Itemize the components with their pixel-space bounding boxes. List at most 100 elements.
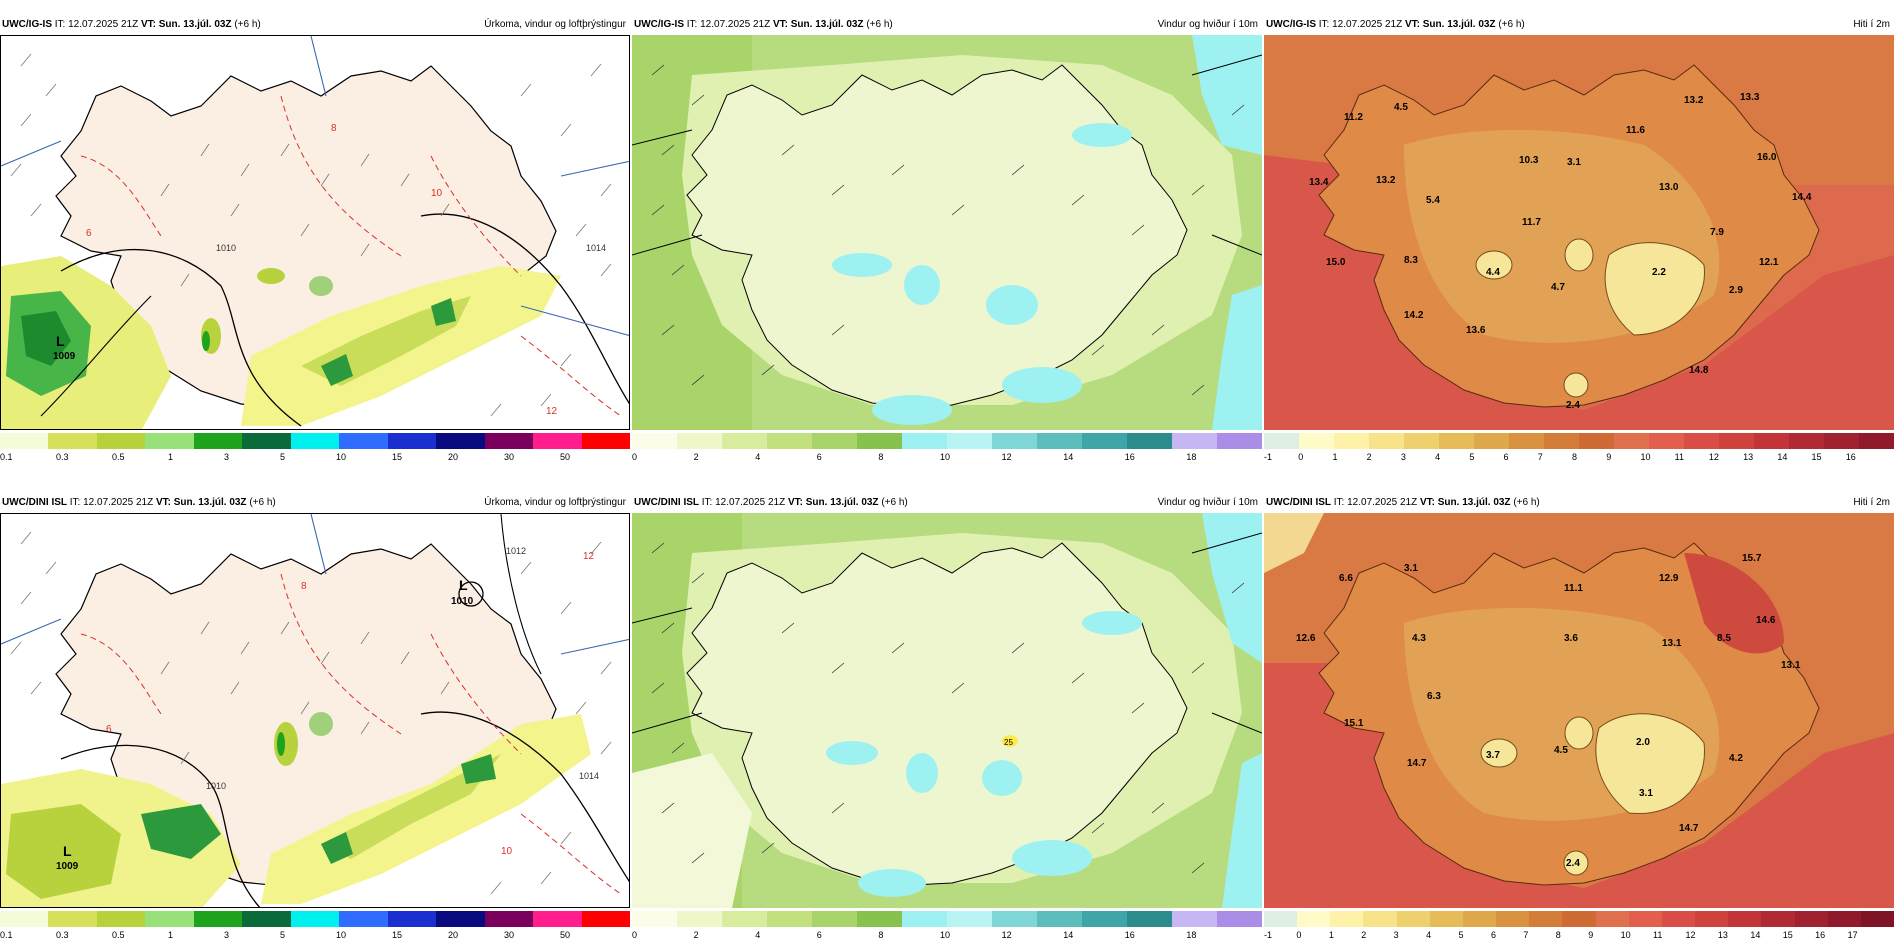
precip-map[interactable]: L 1009 1010 1014 12 10 8 6 [0,35,630,430]
temp-label: 12 [583,551,595,562]
legend-swatch [1595,911,1629,927]
legend-swatch [632,911,677,927]
region-boundary [632,54,1262,256]
isobar-1014 [420,711,629,883]
legend-tick-label: 5 [280,930,286,940]
wind-map[interactable] [632,35,1262,430]
legend-swatch [1827,911,1861,927]
legend-tick-label: 0 [1298,452,1304,462]
isobar-1014 [420,213,629,405]
legend-tick-label: 4 [755,452,761,462]
isobar-1010 [60,248,302,427]
legend-swatch [96,911,146,927]
legend-swatch [947,433,992,449]
legend-tick-label: 12 [1685,930,1696,940]
temp-map[interactable]: 6.6 3.1 12.6 4.3 6.3 15.1 3.7 14.7 3.6 4… [1264,513,1894,908]
temp-contour [520,335,622,417]
legend-tick-label: 3 [1400,452,1406,462]
lead-time: (+6 h) [234,19,261,30]
strong-wind-east [1192,35,1262,155]
temp-value: 2.4 [1566,858,1580,869]
wind-barbs [10,531,612,895]
legend-swatch [722,433,767,449]
highland-cold-west [1480,738,1518,768]
legend-tick-label: 16 [1124,930,1135,940]
temp-value: 7.9 [1710,227,1724,238]
temp-value: 10.3 [1519,155,1539,166]
legend-tick-label: 10 [1620,930,1631,940]
it-value: 12.07.2025 21Z [715,497,786,508]
highland-cold-central [1564,716,1594,750]
panel-header: UWC/IG-IS IT: 12.07.2025 21Z VT: Sun. 13… [632,15,1262,35]
precip-core-southwest [6,804,121,899]
legend-tick-label: 6 [816,452,822,462]
precip-heavy-southwest [141,804,221,859]
wind-map[interactable]: 25 [632,513,1262,908]
legend-tick-label: 3 [224,930,230,940]
strong-wind-east [1202,513,1262,663]
legend-swatch [992,433,1037,449]
it-label: IT: [686,19,698,30]
panel-title: Vindur og hviður í 10m [1157,19,1258,30]
temp-value: 12.6 [1296,633,1316,644]
pressure-label: 1009 [56,861,79,872]
interior-shower [309,712,333,736]
legend-tick-label: 4 [755,930,761,940]
precip-map[interactable]: L 1009 L 1010 1010 1012 1014 12 10 8 6 [0,513,630,908]
legend-tick-label: 1 [1332,452,1338,462]
meridian-line [310,36,327,97]
legend-tick-label: 15 [1782,930,1793,940]
lead-time: (+6 h) [866,19,893,30]
temp-value: 11.7 [1522,217,1541,228]
legend-tick-label: 2 [693,452,699,462]
it-label: IT: [69,497,81,508]
temp-value: 14.6 [1756,615,1776,626]
temp-value: 4.5 [1394,102,1408,113]
strong-wind-southeast [1212,285,1262,430]
vt-text: VT: Sun. 13.júl. 03Z [155,497,247,508]
panel-precip-dini: UWC/DINI ISL IT: 12.07.2025 21Z VT: Sun.… [0,493,631,943]
legend-swatch [677,911,722,927]
legend-swatch [857,911,902,927]
legend-swatch [1297,911,1331,927]
legend-swatch [1363,911,1397,927]
strong-wind-southeast [1222,753,1262,908]
panel-precip-igis: UWC/IG-IS IT: 12.07.2025 21Z VT: Sun. 13… [0,15,631,465]
legend-tick-label: 20 [448,452,459,462]
precip-cell-south [321,354,353,386]
interior-shower [277,732,285,756]
highland-cold-east [1595,713,1705,815]
legend-swatch [1859,433,1894,449]
temp-label: 6 [86,228,92,239]
panel-title: Úrkoma, vindur og loftþrýstingur [484,497,626,508]
legend-swatch [1628,911,1662,927]
panel-header: UWC/IG-IS IT: 12.07.2025 21Z VT: Sun. 13… [1264,15,1894,35]
wind-barbs [10,53,612,417]
temp-value: 6.6 [1339,573,1353,584]
temp-map[interactable]: 11.2 4.5 13.4 13.2 5.4 15.0 8.3 14.2 13.… [1264,35,1894,430]
legend-tick-label: -1 [1264,452,1273,462]
low-symbol: L [459,577,468,593]
legend-tick-label: 14 [1750,930,1761,940]
temp-contour [430,155,522,277]
temp-map-svg: 11.2 4.5 13.4 13.2 5.4 15.0 8.3 14.2 13.… [1264,35,1894,430]
legend-ticks: 0 2 4 6 8 10 12 14 16 18 [632,452,1262,464]
temp-label: 8 [301,581,307,592]
legend-swatch [1579,433,1614,449]
precip-band-south-core [321,754,501,859]
legend-tick-label: 6 [816,930,822,940]
legend-swatch [1429,911,1463,927]
legend-tick-label: 11 [1674,452,1684,462]
temp-value: 13.6 [1466,325,1486,336]
legend-tick-label: 2 [1361,930,1367,940]
temp-label: 10 [501,846,513,857]
legend-tick-label: 0 [1296,930,1302,940]
legend-swatch [484,433,534,449]
model-name: UWC/IG-IS [2,19,52,30]
legend-tick-label: 8 [1572,452,1578,462]
cool-zone-northwest [1264,513,1324,573]
highland-cold-central [1564,238,1594,272]
panel-title: Vindur og hviður í 10m [1157,497,1258,508]
legend-tick-label: 7 [1537,452,1543,462]
legend-bar [0,911,631,927]
